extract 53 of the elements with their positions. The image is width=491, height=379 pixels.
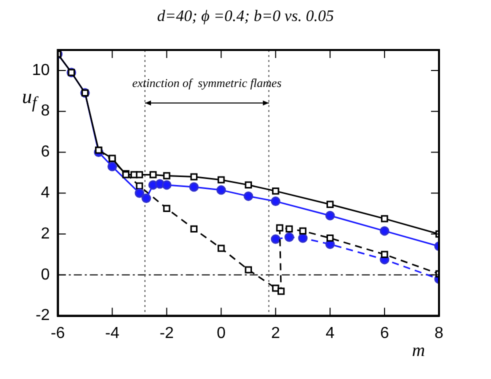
point [134, 188, 144, 198]
x-tick-label: 0 [216, 324, 226, 342]
x-tick-label: 8 [434, 324, 444, 342]
y-tick-label: 8 [40, 102, 50, 120]
point [270, 234, 280, 244]
y-axis-title: u$_{f}$ [22, 86, 37, 113]
point [244, 191, 254, 201]
point [380, 226, 390, 236]
point [270, 196, 280, 206]
point [163, 204, 170, 212]
point [136, 171, 144, 178]
x-axis-title: m [412, 340, 425, 361]
y-tick-label: 6 [40, 144, 50, 161]
x-tick-label: 6 [380, 324, 390, 342]
x-tick-label: -4 [105, 324, 120, 342]
point [380, 215, 388, 222]
point [142, 193, 152, 203]
point [218, 244, 225, 252]
point [299, 227, 306, 235]
y-tick-label: 0 [40, 266, 50, 284]
point [218, 176, 225, 184]
point [326, 200, 334, 208]
x-tick-label: 2 [271, 324, 280, 342]
point [190, 225, 198, 232]
chart-title: d=40; ϕ =0.4; b=0 vs. 0.05 [156, 8, 335, 26]
point [244, 181, 252, 189]
point [272, 188, 280, 195]
point [286, 225, 293, 232]
point [190, 173, 198, 180]
point [326, 234, 334, 242]
point [136, 182, 144, 190]
x-tick-label: 4 [326, 324, 335, 342]
point [276, 224, 284, 232]
y-tick-label: -2 [36, 307, 50, 324]
point [108, 162, 118, 172]
y-tick-label: 4 [40, 184, 50, 202]
point [272, 284, 280, 292]
point [162, 180, 172, 190]
point [298, 233, 308, 243]
x-tick-label: -6 [50, 324, 66, 342]
x-tick-label: -2 [160, 324, 174, 342]
point [380, 250, 388, 258]
point [325, 210, 335, 220]
point [244, 266, 252, 274]
point [216, 185, 226, 195]
point [277, 288, 285, 295]
point [163, 172, 170, 180]
point [150, 171, 157, 178]
point [284, 232, 294, 242]
point [189, 182, 199, 192]
y-tick-label: 2 [40, 225, 50, 242]
y-tick-label: 10 [32, 62, 50, 79]
annotation: extinction of symmetric flames [132, 76, 282, 90]
